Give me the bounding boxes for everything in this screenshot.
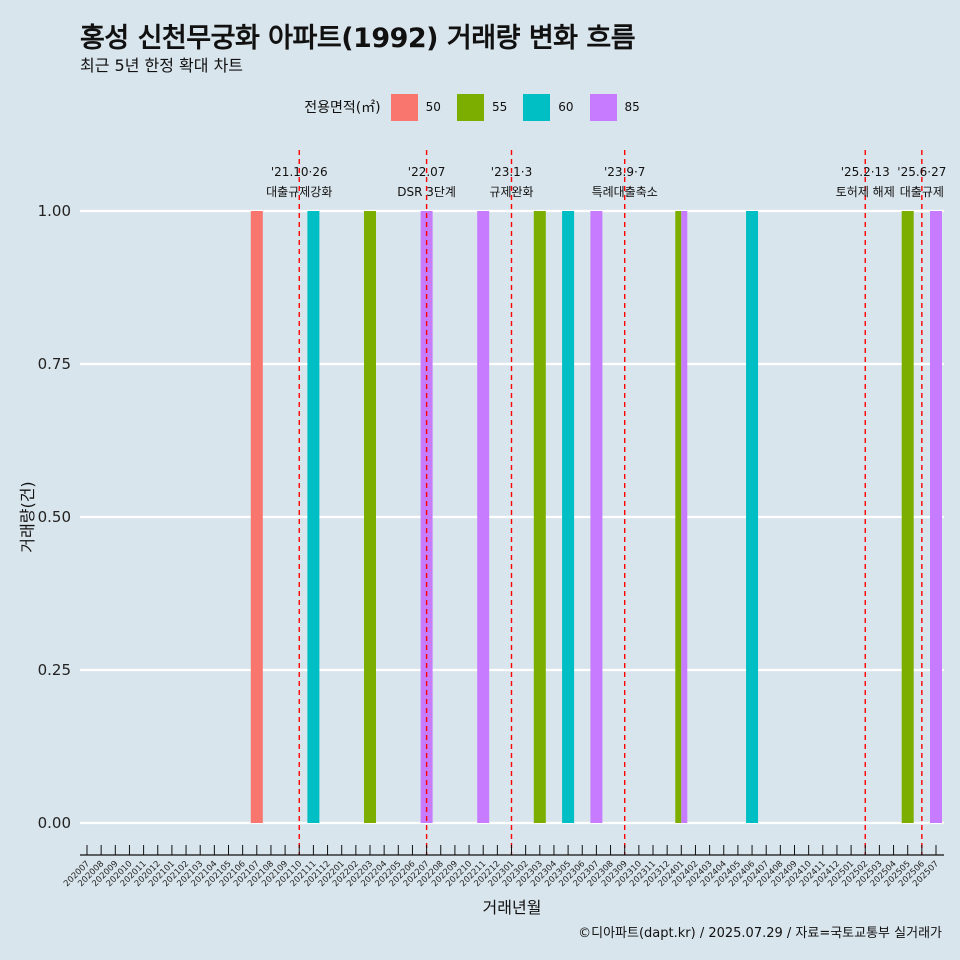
y-tick-label: 0.75 [38,355,71,373]
event-date-label: '25.2·13 [841,165,890,179]
y-tick-label: 0.00 [38,814,71,832]
x-axis-title: 거래년월 [483,898,542,917]
bar-202505-55 [901,211,914,823]
bar-202211-85 [477,211,490,823]
bar-202203-55 [364,211,376,823]
legend-item-85: 85 [589,93,646,121]
y-tick-label: 0.50 [38,508,71,526]
legend-swatch-85 [589,93,617,121]
legend-swatch-55 [456,93,484,121]
y-axis-title: 거래량(건) [18,481,37,552]
bar-202401-85 [681,211,688,823]
event-label: 대출규제강화 [266,185,332,199]
legend: 전용면적(㎡) 50 55 60 85 [0,93,960,121]
legend-title: 전용면적(㎡) [304,100,381,116]
legend-item-50: 50 [390,93,447,121]
legend-item-55: 55 [456,93,513,121]
legend-label-55: 55 [491,100,508,114]
bar-202207-85 [420,211,433,823]
event-date-label: '25.6·27 [897,165,946,179]
bar-202307-85 [590,211,603,823]
y-tick-label: 1.00 [38,202,71,220]
legend-label-50: 50 [425,100,441,114]
event-date-label: '22.07 [408,165,446,179]
event-date-label: '21.10·26 [271,165,328,179]
y-tick-label: 0.25 [38,661,71,679]
legend-swatch-60 [523,93,551,121]
event-label: DSR 3단계 [397,185,456,199]
event-label: 규제완화 [489,185,533,199]
legend-label-85: 85 [624,100,640,114]
event-label: 토허제 해제 [836,185,895,199]
bar-202303-55 [533,211,546,823]
legend-swatch-50 [390,93,418,121]
legend-item-60: 60 [523,93,579,121]
bar-202305-60 [562,211,575,823]
bar-202507-85 [930,211,942,823]
bar-202401-55 [675,211,682,823]
bar-202111-60 [307,211,320,823]
chart-title: 홍성 신천무궁화 아파트(1992) 거래량 변화 흐름 [80,23,636,54]
event-date-label: '23.1·3 [491,165,532,179]
bar-202406-60 [746,211,759,823]
legend-label-60: 60 [558,100,574,114]
event-date-label: '23.9·7 [604,165,645,179]
event-label: 특례대출축소 [592,185,658,199]
event-label: 대출규제 [900,185,944,199]
bar-202107-50 [250,211,263,823]
chart-subtitle: 최근 5년 한정 확대 차트 [80,56,244,75]
source-caption: ©디아파트(dapt.kr) / 2025.07.29 / 자료=국토교통부 실… [578,926,942,941]
